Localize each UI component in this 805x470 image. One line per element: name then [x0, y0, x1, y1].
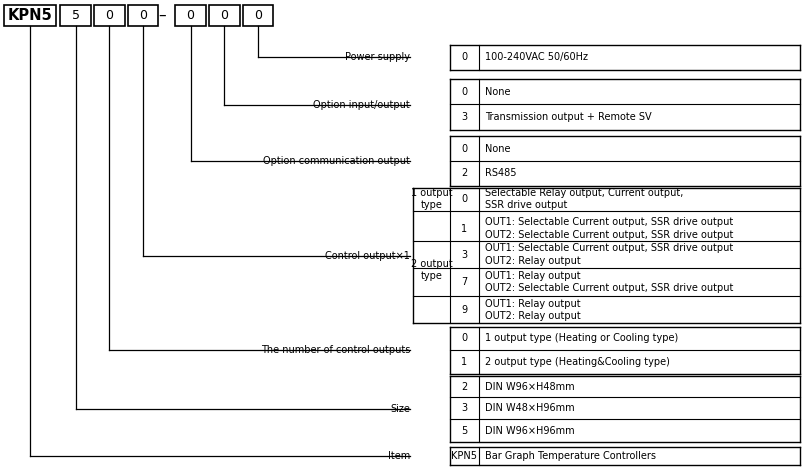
Text: 0: 0	[254, 9, 262, 22]
Text: 3: 3	[461, 403, 468, 413]
Text: 0: 0	[187, 9, 195, 22]
FancyBboxPatch shape	[128, 5, 159, 26]
Text: OUT1: Selectable Current output, SSR drive output
OUT2: Selectable Current outpu: OUT1: Selectable Current output, SSR dri…	[485, 218, 733, 240]
FancyBboxPatch shape	[4, 5, 56, 26]
Text: KPN5: KPN5	[452, 451, 477, 461]
Text: 0: 0	[221, 9, 229, 22]
Text: 0: 0	[105, 9, 114, 22]
Text: DIN W96×H96mm: DIN W96×H96mm	[485, 425, 575, 436]
Text: Selectable Relay output, Current output,
SSR drive output: Selectable Relay output, Current output,…	[485, 188, 683, 211]
FancyBboxPatch shape	[243, 5, 274, 26]
FancyBboxPatch shape	[60, 5, 91, 26]
Text: 5: 5	[461, 425, 468, 436]
Text: OUT1: Relay output
OUT2: Relay output: OUT1: Relay output OUT2: Relay output	[485, 298, 580, 321]
Text: 0: 0	[461, 333, 468, 344]
Text: KPN5: KPN5	[8, 8, 52, 23]
FancyBboxPatch shape	[94, 5, 125, 26]
Text: 1: 1	[461, 224, 468, 234]
FancyBboxPatch shape	[209, 5, 240, 26]
Text: 0: 0	[139, 9, 147, 22]
Text: 9: 9	[461, 305, 468, 315]
Text: 1: 1	[461, 357, 468, 367]
Text: –: –	[158, 8, 166, 23]
Text: 100-240VAC 50/60Hz: 100-240VAC 50/60Hz	[485, 52, 588, 62]
Text: OUT1: Selectable Current output, SSR drive output
OUT2: Relay output: OUT1: Selectable Current output, SSR dri…	[485, 243, 733, 266]
Text: Item: Item	[388, 451, 411, 461]
Text: 2 output type (Heating&Cooling type): 2 output type (Heating&Cooling type)	[485, 357, 670, 367]
Text: OUT1: Relay output
OUT2: Selectable Current output, SSR drive output: OUT1: Relay output OUT2: Selectable Curr…	[485, 271, 733, 293]
Text: The number of control outputs: The number of control outputs	[261, 345, 411, 355]
Text: Size: Size	[390, 404, 411, 414]
Text: 1 output
type: 1 output type	[411, 188, 452, 211]
Text: Option communication output: Option communication output	[263, 156, 411, 166]
Text: 5: 5	[72, 9, 80, 22]
Text: 2: 2	[461, 168, 468, 178]
Text: 3: 3	[461, 112, 468, 122]
Text: 0: 0	[461, 143, 468, 154]
Text: DIN W48×H96mm: DIN W48×H96mm	[485, 403, 575, 413]
Text: Option input/output: Option input/output	[313, 100, 411, 110]
Text: Control output×1: Control output×1	[325, 251, 411, 261]
Text: DIN W96×H48mm: DIN W96×H48mm	[485, 382, 575, 392]
FancyBboxPatch shape	[175, 5, 206, 26]
Text: Transmission output + Remote SV: Transmission output + Remote SV	[485, 112, 651, 122]
Text: None: None	[485, 143, 510, 154]
Text: 7: 7	[461, 277, 468, 287]
Text: 2 output
type: 2 output type	[411, 258, 452, 281]
Text: 0: 0	[461, 87, 468, 97]
Text: Bar Graph Temperature Controllers: Bar Graph Temperature Controllers	[485, 451, 656, 461]
Text: 0: 0	[461, 52, 468, 62]
Text: 1 output type (Heating or Cooling type): 1 output type (Heating or Cooling type)	[485, 333, 679, 344]
Text: RS485: RS485	[485, 168, 517, 178]
Text: None: None	[485, 87, 510, 97]
Text: 3: 3	[461, 250, 468, 259]
Text: 2: 2	[461, 382, 468, 392]
Text: 0: 0	[461, 194, 468, 204]
Text: Power supply: Power supply	[345, 52, 411, 62]
